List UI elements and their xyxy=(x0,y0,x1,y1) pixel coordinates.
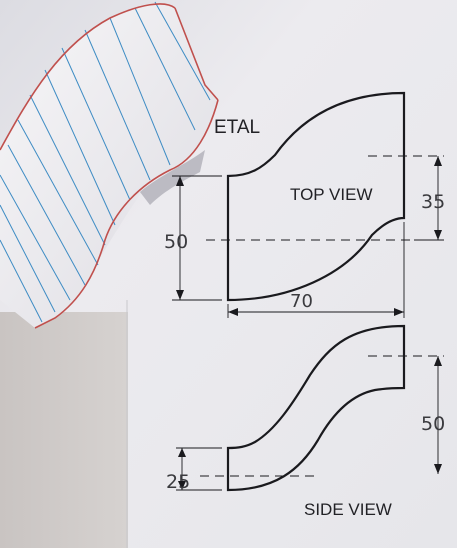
side-view-arrows xyxy=(178,356,442,490)
top-view-outline xyxy=(226,91,406,302)
side-dim-50-text: 50 xyxy=(421,413,445,435)
model-grid-lines xyxy=(0,1,211,323)
top-view-label: TOP VIEW xyxy=(290,185,373,204)
paper-model-3d xyxy=(0,1,219,329)
side-view-outline xyxy=(226,324,406,492)
model-edges xyxy=(0,3,219,329)
model-outer-sheet xyxy=(0,3,218,328)
top-dim-70-text: 70 xyxy=(290,291,313,312)
header-partial-title: ETAL xyxy=(214,117,260,138)
blurred-foreground xyxy=(0,312,128,548)
side-view-label: SIDE VIEW xyxy=(304,500,392,519)
top-view xyxy=(172,91,444,318)
top-dim-35-text: 35 xyxy=(421,191,445,213)
top-view-arrows xyxy=(176,156,442,316)
side-dim-25-text: 25 xyxy=(166,471,190,493)
model-shadow xyxy=(140,150,205,205)
top-dim-50-text: 50 xyxy=(164,231,188,253)
